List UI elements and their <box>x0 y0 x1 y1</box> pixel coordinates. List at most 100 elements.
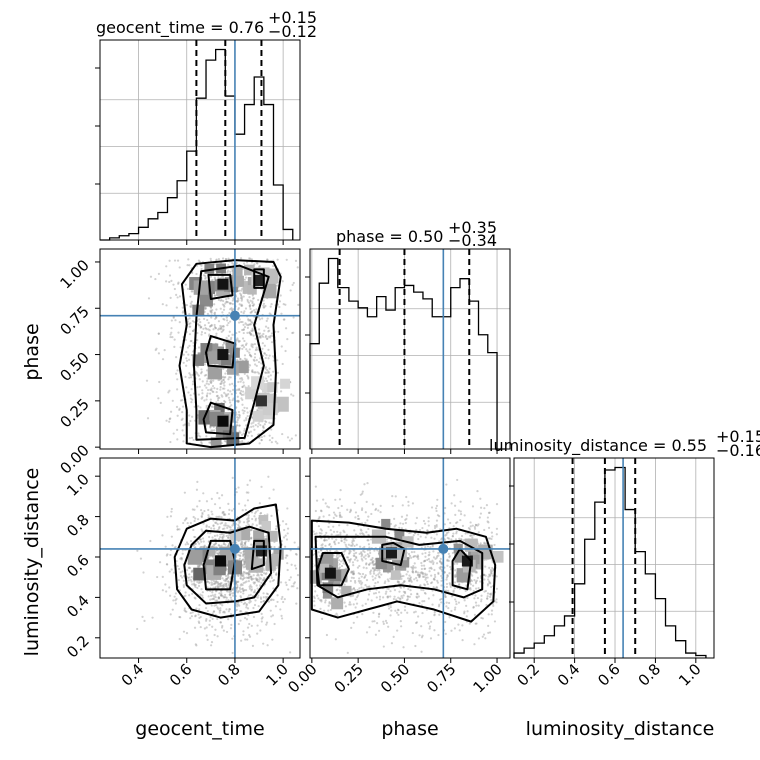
sample-point <box>169 417 172 420</box>
sample-point <box>205 406 208 409</box>
sample-point <box>214 580 217 583</box>
sample-point <box>409 577 412 580</box>
sample-point <box>190 575 193 579</box>
sample-point <box>219 386 222 389</box>
sample-point <box>212 610 215 613</box>
sample-point <box>217 527 221 530</box>
sample-point <box>203 509 206 513</box>
sample-point <box>205 382 208 385</box>
sample-point <box>337 506 340 510</box>
sample-point <box>205 394 209 397</box>
sample-point <box>366 539 369 542</box>
sample-point <box>240 583 243 586</box>
sample-point <box>270 441 273 444</box>
sample-point <box>352 539 356 542</box>
sample-point <box>314 590 317 593</box>
sample-point <box>165 304 168 307</box>
sample-point <box>325 539 328 542</box>
sample-point <box>249 430 253 433</box>
sample-point <box>223 583 226 586</box>
sample-point <box>417 615 420 618</box>
sample-point <box>416 596 419 599</box>
sample-point <box>434 557 437 560</box>
hist-luminosity-distance: 0.2 0.4 0.6 0.8 1.0 <box>509 457 715 690</box>
sample-point <box>190 353 194 357</box>
sample-point <box>469 588 472 591</box>
sample-point <box>197 565 200 568</box>
sample-point <box>218 327 221 330</box>
sample-point <box>431 545 434 548</box>
sample-point <box>402 646 405 649</box>
sample-point <box>343 538 346 541</box>
sample-point <box>245 491 248 494</box>
sample-point <box>181 311 184 314</box>
sample-point <box>430 581 434 584</box>
sample-point <box>431 603 434 606</box>
histogram-step <box>513 466 707 658</box>
sample-point <box>198 603 201 607</box>
sample-point <box>353 544 356 548</box>
sample-point <box>236 416 239 419</box>
sample-point <box>192 543 196 547</box>
sample-point <box>191 373 194 377</box>
sample-point <box>231 262 234 265</box>
sample-point <box>215 580 218 583</box>
sample-point <box>209 594 213 598</box>
sample-point <box>204 274 207 277</box>
contour-level-3 <box>451 547 473 591</box>
sample-point <box>283 598 286 601</box>
sample-point <box>240 433 244 436</box>
sample-point <box>259 336 262 339</box>
sample-point <box>155 347 158 350</box>
sample-point <box>239 590 242 594</box>
sample-point <box>236 591 240 594</box>
sample-point <box>457 601 461 604</box>
sample-point <box>407 579 411 582</box>
sample-point <box>412 534 415 537</box>
sample-point <box>435 509 438 513</box>
sample-point <box>432 594 435 597</box>
sample-point <box>374 633 377 636</box>
sample-point <box>257 316 260 319</box>
sample-point <box>286 532 289 535</box>
sample-point <box>239 389 243 393</box>
sample-point <box>181 552 184 555</box>
sample-point <box>193 508 196 511</box>
sample-point <box>279 294 282 297</box>
sample-point <box>170 279 173 283</box>
sample-point <box>490 572 493 575</box>
sample-point <box>272 570 275 573</box>
sample-point <box>294 564 297 567</box>
sample-point <box>356 594 360 597</box>
sample-point <box>236 337 239 340</box>
sample-point <box>172 599 175 602</box>
sample-point <box>263 599 266 603</box>
sample-point <box>481 635 484 638</box>
sample-point <box>271 579 274 582</box>
sample-point <box>176 369 179 372</box>
sample-point <box>189 419 192 423</box>
sample-point <box>357 579 360 583</box>
sample-point <box>466 596 469 599</box>
sample-point <box>285 258 288 261</box>
sample-point <box>227 599 230 602</box>
sample-point <box>224 400 227 404</box>
sample-point <box>487 613 490 616</box>
sample-point <box>225 534 228 538</box>
sample-point <box>469 521 472 524</box>
sample-point <box>251 304 255 307</box>
sample-point <box>214 628 217 631</box>
density-cell <box>224 280 235 292</box>
sample-point <box>356 616 359 619</box>
density-cell <box>375 557 387 570</box>
sample-point <box>489 568 492 572</box>
sample-point <box>220 533 224 536</box>
sample-point <box>186 522 189 525</box>
sample-point <box>263 329 266 332</box>
sample-point <box>245 424 248 427</box>
sample-point <box>319 549 323 552</box>
sample-point <box>208 535 211 539</box>
sample-point <box>247 514 250 517</box>
sample-point <box>265 371 268 374</box>
sample-point <box>269 580 272 583</box>
